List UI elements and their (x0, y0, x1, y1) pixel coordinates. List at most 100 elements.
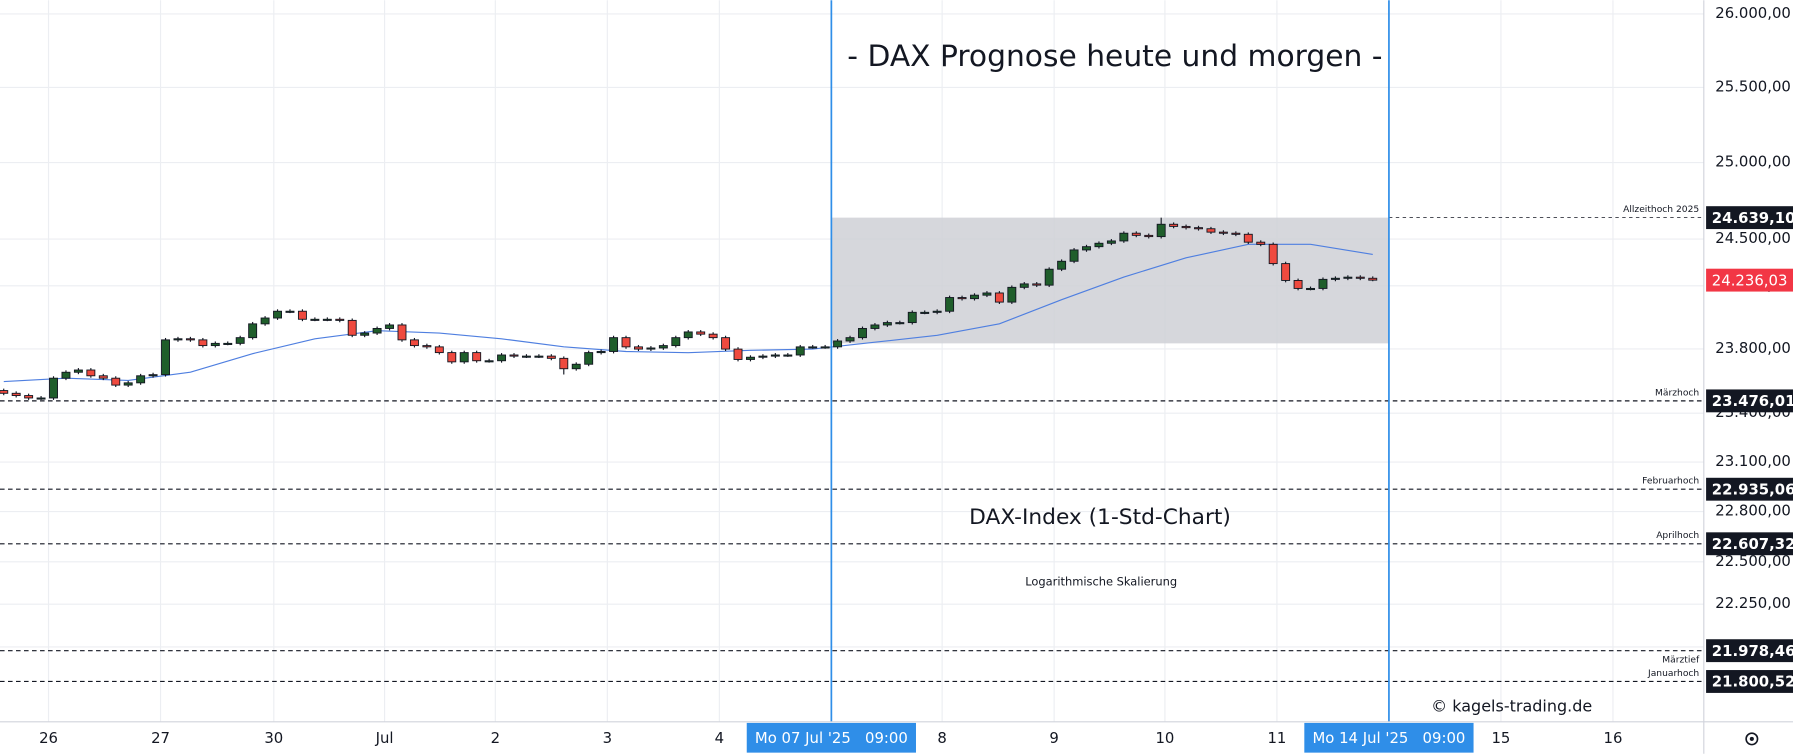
candle-body (970, 294, 979, 300)
candle-body (459, 352, 469, 363)
candle-body (397, 324, 407, 341)
candle-body (1330, 277, 1340, 280)
zone (831, 217, 1389, 344)
candle-body (534, 355, 544, 358)
x-tick-label: 27 (151, 729, 170, 747)
price-label: 23.476,01 (1712, 392, 1793, 410)
price-label-box (1706, 532, 1793, 556)
candle-body (360, 332, 370, 336)
candle-body (1181, 225, 1191, 229)
candle-body (49, 377, 58, 399)
candle-body (173, 338, 183, 341)
x-tick-label: 11 (1267, 729, 1286, 747)
candle-body (322, 318, 332, 321)
candle-body (783, 354, 793, 357)
candle-body (111, 377, 121, 386)
candle-body (1355, 276, 1365, 279)
candle-body (409, 339, 419, 347)
candle-body (858, 327, 867, 339)
candle-body (1306, 287, 1315, 291)
y-tick-label: 25.000,00 (1715, 153, 1791, 171)
candle-body (434, 346, 444, 354)
y-tick-label: 22.500,00 (1715, 552, 1791, 570)
plot-area: Allzeithoch 2025 Märzhoch Februarhoch April… (0, 0, 1704, 722)
price-label-box (1706, 477, 1793, 501)
candle-body (758, 355, 768, 358)
y-tick-label: 23.100,00 (1715, 452, 1791, 470)
candle-body (1318, 278, 1328, 289)
candle-body (497, 354, 507, 362)
x-tick-label: 15 (1491, 729, 1510, 747)
candle-body (546, 355, 556, 359)
candle-body (770, 354, 780, 357)
x-tick-label: 30 (264, 729, 283, 747)
candle-body (882, 322, 892, 326)
candle-body (658, 345, 668, 349)
price-label: 22.935,06 (1712, 480, 1793, 498)
candle-body (795, 346, 805, 356)
y-tick-label: 22.800,00 (1715, 502, 1791, 520)
candle-body (285, 310, 295, 313)
candle-body (1044, 268, 1054, 286)
candle-body (596, 351, 606, 354)
candle-body (447, 352, 457, 363)
candle-body (11, 392, 21, 397)
candle-body (1032, 283, 1042, 286)
y-tick-label: 23.800,00 (1715, 339, 1791, 357)
candle-body (98, 375, 108, 379)
candle-body (422, 345, 432, 348)
candle-body (932, 310, 942, 313)
candle-body (273, 310, 282, 319)
candle-body (1019, 283, 1029, 288)
candle-body (385, 324, 395, 329)
level-name: Allzeithoch 2025 (1623, 205, 1699, 215)
y-tick-label: 22.250,00 (1715, 594, 1791, 612)
candle-body (235, 337, 245, 344)
candle-body (210, 342, 220, 347)
candle-body (310, 318, 320, 321)
candle-body (1194, 227, 1203, 230)
candle-body (1169, 223, 1179, 227)
price-label-box (1706, 670, 1793, 693)
settings-icon[interactable] (1745, 732, 1759, 746)
level-name: Märztief (1662, 655, 1700, 665)
candle-body (521, 355, 531, 358)
price-label-box (1706, 639, 1793, 663)
price-label: 21.978,46 (1712, 642, 1793, 660)
candle-body (982, 292, 992, 296)
candle-body (161, 339, 170, 376)
candle-body (185, 338, 195, 341)
candle-body (260, 317, 270, 325)
candle-body (248, 323, 258, 339)
candle-body (746, 356, 755, 360)
candle-body (833, 340, 843, 348)
candle-body (1243, 233, 1253, 243)
candle-body (1131, 232, 1141, 236)
candle-body (957, 297, 967, 300)
candle-body (945, 297, 955, 312)
candle-body (646, 347, 656, 350)
candle-body (0, 390, 9, 394)
candle-body (1119, 232, 1129, 242)
last-price-box (1706, 268, 1793, 292)
candle-body (335, 318, 345, 321)
candle-body (571, 363, 581, 370)
candle-body (634, 346, 643, 350)
candle-body (1368, 277, 1378, 281)
candle-body (920, 311, 930, 314)
price-label-box (1706, 206, 1793, 230)
x-tick-label: 10 (1155, 729, 1174, 747)
price-label: 21.800,52 (1712, 673, 1793, 691)
settings-ring[interactable] (1745, 732, 1759, 746)
chart-title: - DAX Prognose heute und morgen - (847, 39, 1382, 74)
x-tick-label: Jul (375, 729, 394, 747)
candle-body (808, 346, 818, 349)
candle-body (721, 337, 731, 350)
candle-body (1343, 276, 1353, 279)
settings-dot[interactable] (1749, 736, 1754, 741)
chart-subtitle: DAX-Index (1-Std-Chart) (969, 505, 1231, 530)
candle-body (509, 354, 519, 357)
candle-body (123, 382, 133, 386)
candle-body (621, 337, 631, 348)
